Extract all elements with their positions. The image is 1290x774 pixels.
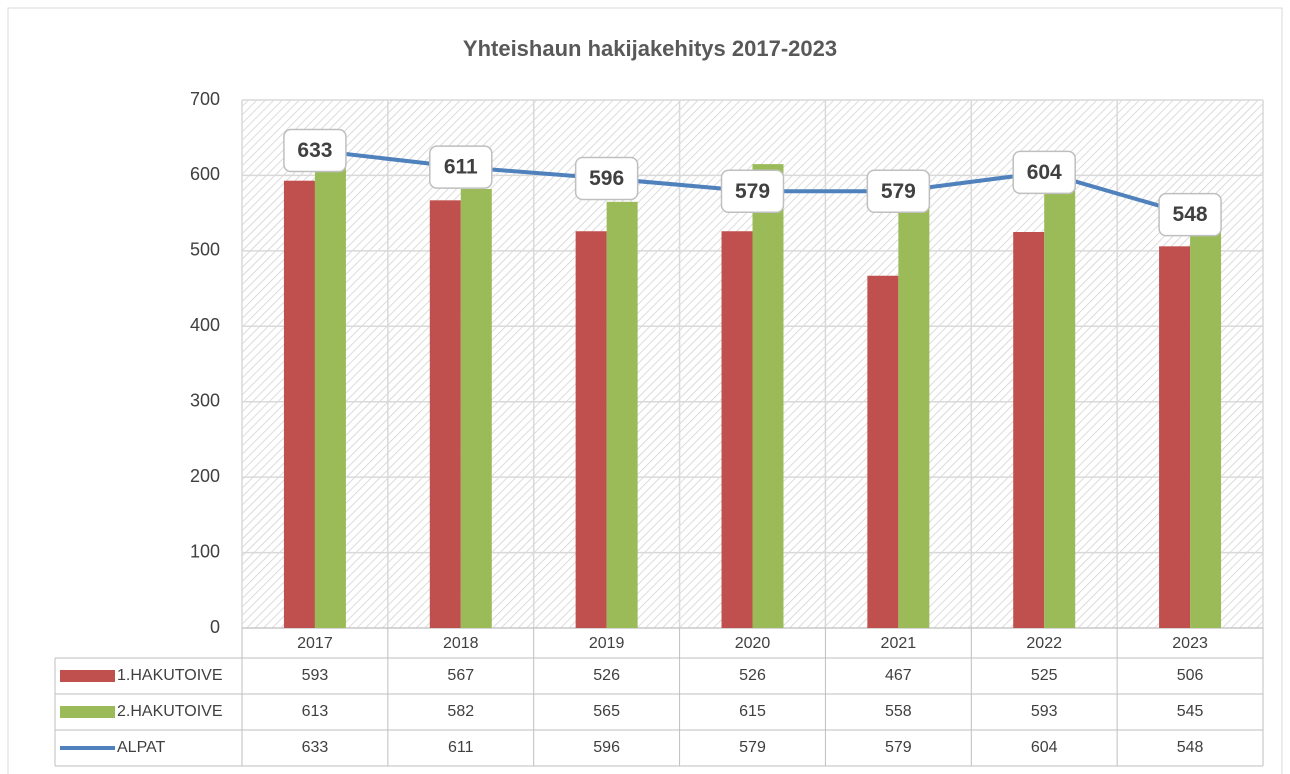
legend-key (60, 706, 115, 718)
data-label: 596 (589, 167, 624, 190)
table-value: 565 (593, 703, 620, 720)
table-value: 526 (739, 667, 766, 684)
bar (1044, 180, 1076, 629)
legend-key (60, 670, 115, 682)
y-tick-label: 100 (190, 541, 220, 561)
bar (1013, 232, 1045, 628)
data-label-box (720, 169, 785, 214)
y-tick-label: 0 (210, 617, 220, 637)
bar (283, 180, 315, 629)
data-label: 579 (881, 180, 916, 203)
data-label-box (574, 156, 639, 201)
bar (1159, 246, 1191, 628)
bar (867, 275, 899, 628)
bar (314, 165, 346, 628)
bar (721, 231, 753, 628)
x-tick-label: 2021 (881, 635, 917, 652)
table-value: 526 (593, 667, 620, 684)
x-tick-label: 2017 (297, 635, 333, 652)
y-tick-label: 500 (190, 240, 220, 260)
data-label-box (866, 169, 931, 214)
data-label-box (1012, 150, 1076, 195)
data-label: 604 (1027, 161, 1062, 184)
bar (1190, 216, 1222, 628)
table-value: 545 (1177, 703, 1204, 720)
x-tick-label: 2022 (1026, 635, 1062, 652)
legend-label: ALPAT (117, 739, 166, 756)
x-tick-label: 2023 (1172, 635, 1208, 652)
table-value: 579 (885, 739, 912, 756)
legend-label: 2.HAKUTOIVE (117, 703, 223, 720)
legend-label: 1.HAKUTOIVE (117, 667, 223, 684)
table-value: 633 (302, 739, 329, 756)
data-label: 611 (444, 156, 478, 179)
data-label-box (1158, 192, 1222, 237)
chart-frame (7, 7, 1283, 774)
bar (606, 201, 638, 629)
x-tick-label: 2018 (443, 635, 479, 652)
y-tick-label: 200 (190, 466, 220, 486)
table-value: 548 (1177, 739, 1204, 756)
table-value: 567 (447, 667, 474, 684)
table-value: 579 (739, 739, 766, 756)
data-label: 579 (735, 180, 770, 203)
data-label: 548 (1173, 203, 1208, 226)
table-value: 558 (885, 703, 912, 720)
bar (575, 231, 607, 628)
y-tick-label: 600 (190, 164, 220, 184)
table-value: 593 (1031, 703, 1058, 720)
table-value: 615 (739, 703, 766, 720)
data-label: 633 (297, 139, 332, 162)
table-value: 611 (448, 739, 474, 756)
table-value: 596 (593, 739, 620, 756)
table-value: 525 (1031, 667, 1058, 684)
table-value: 467 (885, 667, 912, 684)
x-tick-label: 2019 (589, 635, 625, 652)
table-value: 613 (302, 703, 329, 720)
data-label-box (429, 145, 493, 189)
bar (429, 200, 461, 628)
y-tick-label: 400 (190, 315, 220, 335)
y-tick-label: 700 (190, 89, 220, 109)
x-tick-label: 2020 (735, 635, 771, 652)
data-label-box (283, 128, 347, 173)
y-tick-label: 300 (190, 390, 220, 410)
bar (898, 207, 930, 628)
table-value: 506 (1177, 667, 1204, 684)
chart-title: Yhteishaun hakijakehitys 2017-2023 (463, 36, 837, 61)
bar (752, 164, 784, 628)
table-value: 604 (1031, 739, 1058, 756)
table-value: 593 (302, 667, 329, 684)
table-value: 582 (447, 703, 474, 720)
bar (460, 189, 492, 628)
